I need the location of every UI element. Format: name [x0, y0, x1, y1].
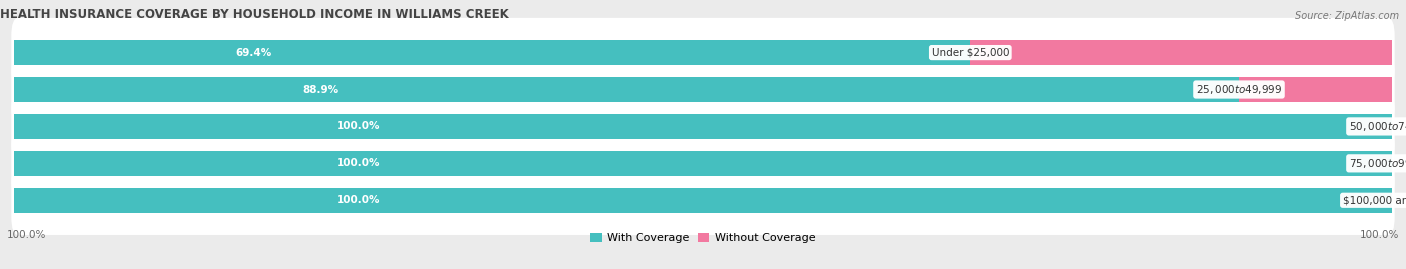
Bar	[14, 77, 1239, 102]
Text: 100.0%: 100.0%	[7, 230, 46, 240]
Text: 88.9%: 88.9%	[302, 84, 339, 94]
FancyBboxPatch shape	[11, 92, 1395, 161]
Text: $75,000 to $99,999: $75,000 to $99,999	[1348, 157, 1406, 170]
Text: $100,000 and over: $100,000 and over	[1343, 195, 1406, 205]
Text: $25,000 to $49,999: $25,000 to $49,999	[1197, 83, 1282, 96]
Text: 100.0%: 100.0%	[337, 195, 380, 205]
Text: 100.0%: 100.0%	[337, 158, 380, 168]
FancyBboxPatch shape	[11, 129, 1395, 198]
Legend: With Coverage, Without Coverage: With Coverage, Without Coverage	[591, 233, 815, 243]
Bar	[14, 151, 1392, 176]
Text: 100.0%: 100.0%	[337, 121, 380, 132]
Text: Under $25,000: Under $25,000	[932, 48, 1010, 58]
Text: $50,000 to $74,999: $50,000 to $74,999	[1348, 120, 1406, 133]
Text: HEALTH INSURANCE COVERAGE BY HOUSEHOLD INCOME IN WILLIAMS CREEK: HEALTH INSURANCE COVERAGE BY HOUSEHOLD I…	[0, 8, 509, 21]
Bar	[14, 114, 1392, 139]
Bar	[1239, 77, 1392, 102]
Bar	[14, 40, 970, 65]
Text: 69.4%: 69.4%	[235, 48, 271, 58]
FancyBboxPatch shape	[11, 165, 1395, 235]
FancyBboxPatch shape	[11, 55, 1395, 124]
Text: 100.0%: 100.0%	[1360, 230, 1399, 240]
FancyBboxPatch shape	[11, 18, 1395, 87]
Bar	[970, 40, 1392, 65]
Bar	[14, 188, 1392, 213]
Text: Source: ZipAtlas.com: Source: ZipAtlas.com	[1295, 11, 1399, 21]
